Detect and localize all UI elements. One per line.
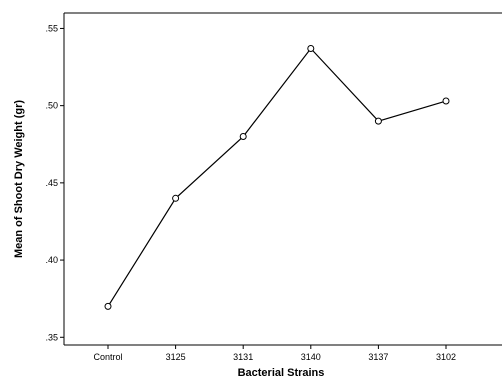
data-point-3140 [307,45,315,53]
x-tick-label: 3102 [436,352,456,362]
plot-frame [63,12,502,346]
y-axis-ticks: .35 .40 .45 .50 .55 [45,23,64,342]
x-tick-label: Control [93,352,122,362]
data-point-3125 [172,194,180,202]
y-tick-label: .35 [45,332,58,342]
y-tick-label: .55 [45,23,58,33]
x-axis-ticks: Control 3125 3131 3140 3137 3102 [93,345,456,362]
data-point-control [104,302,112,310]
x-tick-label: 3137 [368,352,388,362]
y-tick-label: .40 [45,255,58,265]
series-line [107,47,447,307]
series-mean-shoot-dry-weight [104,45,450,310]
x-tick-label: 3140 [301,352,321,362]
x-axis-title: Bacterial Strains [238,367,325,379]
y-tick-label: .50 [45,101,58,111]
axis-titles: Bacterial Strains Mean of Shoot Dry Weig… [13,100,324,379]
x-tick-label: 3125 [166,352,186,362]
x-tick-label: 3131 [233,352,253,362]
data-point-3137 [374,117,382,125]
y-tick-label: .45 [45,178,58,188]
data-point-3102 [442,97,450,105]
y-axis-title: Mean of Shoot Dry Weight (gr) [13,100,25,258]
data-point-3131 [239,133,247,141]
